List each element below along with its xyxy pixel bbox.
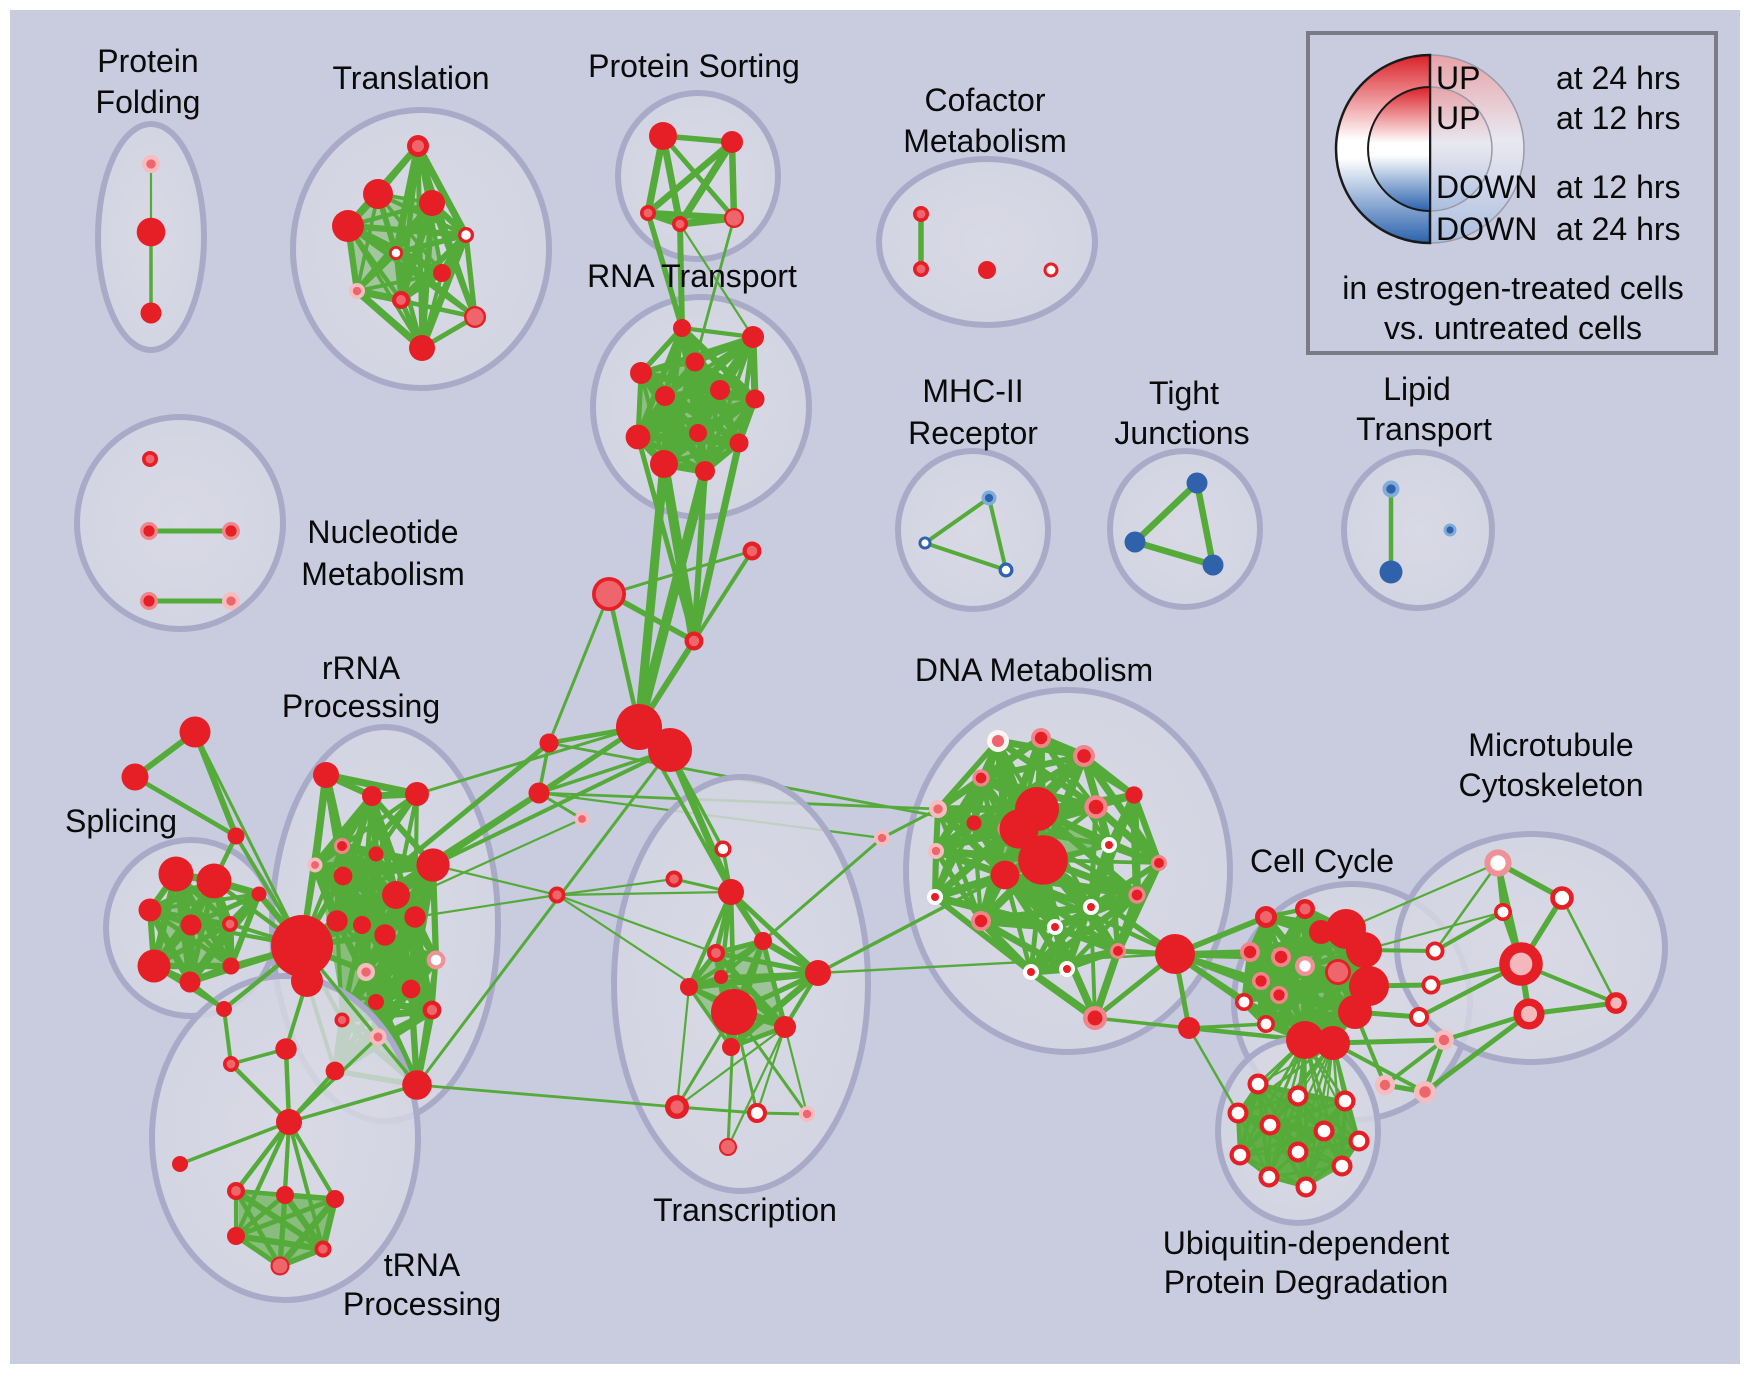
- svg-text:Cell Cycle: Cell Cycle: [1250, 843, 1394, 879]
- svg-text:Protein: Protein: [97, 43, 198, 79]
- svg-text:UP: UP: [1436, 100, 1480, 136]
- svg-text:Translation: Translation: [332, 60, 489, 96]
- svg-text:MHC-II: MHC-II: [922, 373, 1023, 409]
- svg-text:Processing: Processing: [282, 688, 440, 724]
- svg-text:in estrogen-treated cells: in estrogen-treated cells: [1342, 270, 1684, 306]
- svg-text:Processing: Processing: [343, 1286, 501, 1322]
- svg-text:at 24 hrs: at 24 hrs: [1556, 60, 1681, 96]
- svg-text:DOWN: DOWN: [1436, 169, 1537, 205]
- svg-text:at 24 hrs: at 24 hrs: [1556, 211, 1681, 247]
- svg-text:Transport: Transport: [1356, 411, 1492, 447]
- svg-text:RNA Transport: RNA Transport: [587, 258, 797, 294]
- svg-text:Receptor: Receptor: [908, 415, 1038, 451]
- svg-text:vs. untreated cells: vs. untreated cells: [1384, 310, 1642, 346]
- svg-text:Metabolism: Metabolism: [301, 556, 465, 592]
- svg-text:Ubiquitin-dependent: Ubiquitin-dependent: [1163, 1225, 1450, 1261]
- svg-text:DNA Metabolism: DNA Metabolism: [915, 652, 1153, 688]
- svg-text:Cytoskeleton: Cytoskeleton: [1459, 767, 1644, 803]
- svg-text:Transcription: Transcription: [653, 1192, 837, 1228]
- svg-text:Junctions: Junctions: [1114, 415, 1249, 451]
- svg-text:rRNA: rRNA: [322, 650, 401, 686]
- svg-text:Lipid: Lipid: [1383, 371, 1451, 407]
- svg-text:Tight: Tight: [1149, 375, 1219, 411]
- svg-text:Folding: Folding: [96, 84, 201, 120]
- svg-text:at 12 hrs: at 12 hrs: [1556, 100, 1681, 136]
- svg-text:Microtubule: Microtubule: [1468, 727, 1633, 763]
- svg-text:Nucleotide: Nucleotide: [307, 514, 458, 550]
- svg-text:at 12 hrs: at 12 hrs: [1556, 169, 1681, 205]
- svg-text:Protein Degradation: Protein Degradation: [1164, 1264, 1449, 1300]
- svg-text:Metabolism: Metabolism: [903, 123, 1067, 159]
- svg-text:Protein Sorting: Protein Sorting: [588, 48, 800, 84]
- svg-text:UP: UP: [1436, 60, 1480, 96]
- svg-text:Splicing: Splicing: [65, 803, 177, 839]
- svg-text:tRNA: tRNA: [384, 1247, 461, 1283]
- svg-text:Cofactor: Cofactor: [925, 82, 1046, 118]
- svg-text:DOWN: DOWN: [1436, 211, 1537, 247]
